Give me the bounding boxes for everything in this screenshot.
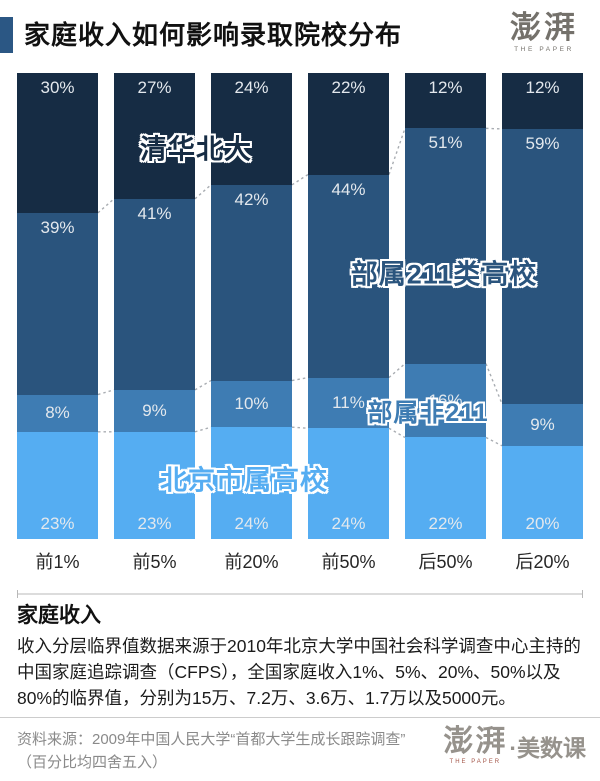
bar-前5%: 27% 41% 9% 23% — [114, 73, 195, 539]
bar-后20%: 12% 59% 9% 20% — [502, 73, 583, 539]
segment-部属211类高校: 59% — [502, 128, 583, 404]
connector-line — [97, 198, 115, 214]
segment-部属211类高校: 41% — [114, 198, 195, 390]
note-heading: 家庭收入 — [17, 604, 101, 627]
segment-value-label: 24% — [234, 513, 269, 533]
page-title: 家庭收入如何影响录取院校分布 — [24, 20, 403, 50]
stacked-bar-chart: 30% 39% 8% 23% 27% 41% 9% 23% 24% 42% 10% 24% 22% 44%… — [17, 73, 583, 539]
thepaper-footer-logo-subtext: THE PAPER — [449, 759, 502, 765]
segment-清华北大: 12% — [502, 73, 583, 129]
segment-value-label: 39% — [40, 217, 75, 237]
segment-部属非211: 11% — [308, 377, 389, 429]
connector-line — [194, 184, 212, 200]
segment-部属非211: 10% — [211, 380, 292, 428]
source-line2: （百分比均四舍五入） — [17, 754, 168, 771]
connector-line — [388, 128, 406, 175]
connector-line — [388, 427, 406, 439]
connector-line — [194, 379, 212, 391]
segment-value-label: 41% — [137, 203, 172, 223]
segment-北京市属高校: 22% — [405, 437, 486, 539]
connector-line — [291, 376, 309, 382]
segment-value-label: 22% — [428, 513, 463, 533]
category-label: 后20% — [515, 552, 570, 572]
segment-清华北大: 24% — [211, 73, 292, 185]
segment-value-label: 27% — [137, 78, 172, 97]
segment-value-label: 8% — [45, 403, 70, 423]
segment-value-label: 11% — [332, 392, 365, 412]
category-axis: 前1% 前5% 前20% 前50% 后50% 后20% — [17, 548, 583, 572]
series-label-bushu-211: 部属211类高校 — [350, 259, 538, 290]
category-label: 前50% — [321, 552, 376, 572]
meishuke-logo-paper: 澎湃 THE PAPER — [443, 725, 508, 766]
segment-value-label: 9% — [530, 414, 555, 434]
footer-divider — [0, 717, 600, 718]
bar-前20%: 24% 42% 10% 24% — [211, 73, 292, 539]
segment-value-label: 16% — [428, 390, 463, 410]
source-note: 资料来源：2009年中国人民大学“首都大学生成长跟踪调查” （百分比均四舍五入） — [17, 728, 457, 774]
segment-value-label: 22% — [331, 78, 366, 97]
segment-value-label: 24% — [234, 78, 269, 97]
meishuke-logo: 澎湃 THE PAPER ·美数课 — [443, 725, 586, 766]
series-label-bushu-fei211: 部属非211 — [367, 399, 489, 427]
segment-清华北大: 22% — [308, 73, 389, 175]
segment-value-label: 30% — [40, 78, 75, 97]
segment-北京市属高校: 23% — [114, 431, 195, 539]
connector-line — [388, 363, 406, 379]
source-line1: 资料来源：2009年中国人民大学“首都大学生成长跟踪调查” — [17, 731, 406, 748]
segment-北京市属高校: 20% — [502, 445, 583, 539]
segment-部属211类高校: 44% — [308, 174, 389, 378]
segment-value-label: 23% — [40, 513, 75, 533]
segment-部属211类高校: 51% — [405, 128, 486, 364]
connector-line — [97, 389, 115, 396]
segment-清华北大: 27% — [114, 73, 195, 199]
segment-部属非211: 9% — [502, 403, 583, 446]
thepaper-logo: 澎湃 THE PAPER — [510, 10, 578, 54]
connector-line — [291, 426, 309, 429]
segment-value-label: 42% — [234, 189, 269, 209]
segment-value-label: 24% — [331, 513, 366, 533]
segment-value-label: 51% — [428, 133, 463, 153]
segment-清华北大: 30% — [17, 73, 98, 213]
segment-value-label: 12% — [428, 78, 463, 97]
segment-部属211类高校: 42% — [211, 184, 292, 381]
segment-北京市属高校: 23% — [17, 431, 98, 539]
note-body-text: 收入分层临界值数据来源于2010年北京大学中国社会科学调查中心主持的中国家庭追踪… — [17, 636, 581, 708]
segment-部属非211: 8% — [17, 394, 98, 432]
series-label-beijing-shishu: 北京市属高校 — [160, 465, 328, 496]
category-label: 前20% — [224, 552, 279, 572]
connector-line — [194, 426, 212, 433]
segment-部属211类高校: 39% — [17, 212, 98, 395]
connector-line — [291, 173, 309, 186]
segment-value-label: 44% — [331, 179, 366, 199]
segment-value-label: 20% — [525, 513, 560, 533]
segment-部属非211: 16% — [405, 363, 486, 438]
connector-line — [485, 127, 503, 130]
thepaper-footer-logo-text: 澎湃 — [443, 725, 508, 758]
thepaper-logo-text: 澎湃 — [510, 10, 578, 45]
meishuke-brand-text: ·美数课 — [509, 734, 586, 761]
category-label: 后50% — [418, 552, 473, 572]
series-label-qinghua-beida: 清华北大 — [140, 134, 252, 165]
category-label: 前1% — [35, 552, 80, 572]
segment-北京市属高校: 24% — [211, 427, 292, 539]
bar-前1%: 30% 39% 8% 23% — [17, 73, 98, 539]
segment-北京市属高校: 24% — [308, 428, 389, 539]
title-accent-bar — [0, 17, 13, 53]
segment-value-label: 59% — [525, 133, 560, 153]
segment-清华北大: 12% — [405, 73, 486, 129]
connector-line — [485, 436, 503, 447]
segment-value-label: 12% — [525, 78, 560, 97]
segment-value-label: 9% — [142, 400, 167, 420]
segment-部属非211: 9% — [114, 389, 195, 432]
segment-value-label: 23% — [137, 513, 172, 533]
note-divider — [17, 590, 583, 598]
category-label: 前5% — [132, 552, 177, 572]
thepaper-logo-subtext: THE PAPER — [514, 46, 574, 53]
segment-value-label: 10% — [234, 393, 269, 413]
bar-后50%: 12% 51% 16% 22% — [405, 73, 486, 539]
bar-前50%: 22% 44% 11% 24% — [308, 73, 389, 539]
